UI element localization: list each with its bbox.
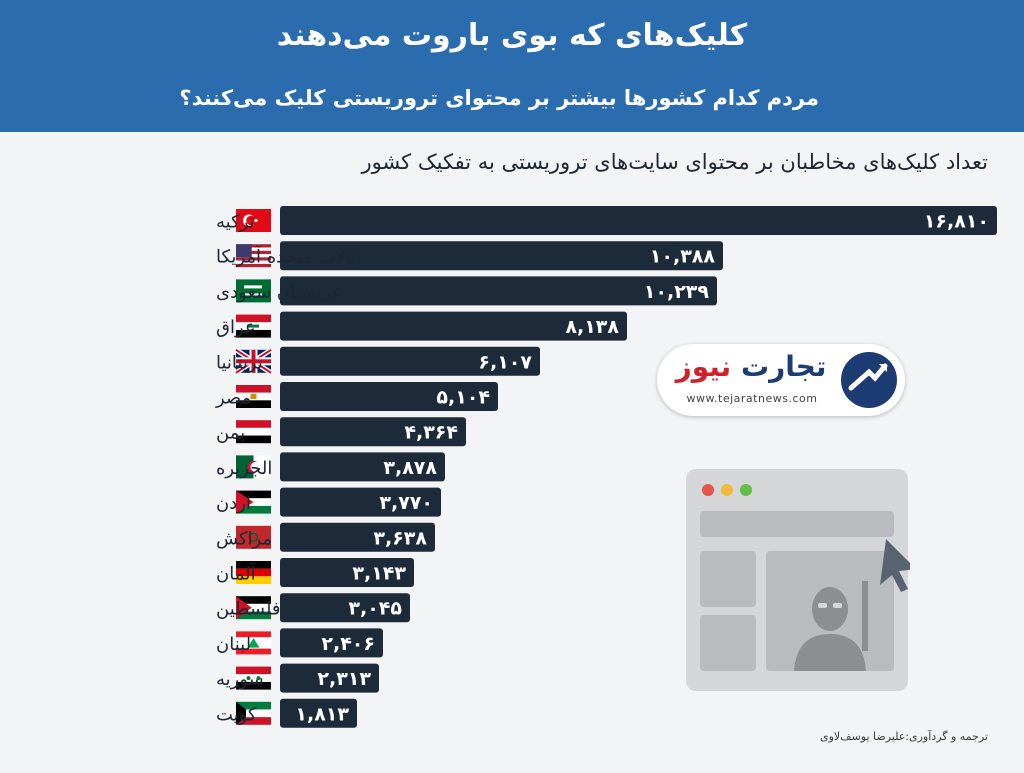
bar-value-label: ۳,۶۳۸ bbox=[373, 527, 427, 549]
chart-row: ۱,۸۱۳ کویت bbox=[216, 698, 357, 728]
usa-flag-icon bbox=[236, 244, 271, 268]
country-label: کویت bbox=[216, 704, 257, 725]
chart-row: ۱۰,۲۳۹ عربستان سعودی bbox=[216, 276, 717, 306]
bar bbox=[280, 206, 997, 235]
bar-value-label: ۱۶,۸۱۰ bbox=[924, 211, 989, 233]
jordan-flag-icon bbox=[236, 490, 271, 514]
country-label: بریتانیا bbox=[216, 352, 263, 373]
bar-value-label: ۶,۱۰۷ bbox=[478, 351, 532, 373]
yemen-flag-icon bbox=[236, 420, 271, 444]
bar-value-label: ۳,۰۴۵ bbox=[348, 598, 402, 620]
logo-url: www.tejaratnews.com bbox=[686, 392, 818, 405]
kuwait-flag-icon bbox=[236, 701, 271, 725]
bar-value-label: ۳,۱۴۳ bbox=[352, 563, 406, 585]
germany-flag-icon bbox=[236, 561, 271, 584]
country-label: آلمان bbox=[216, 562, 257, 585]
country-label: ایالات متحده آمریکا bbox=[216, 245, 361, 268]
logo-arrow-icon bbox=[841, 352, 897, 408]
bar bbox=[280, 241, 723, 271]
bar-value-label: ۱۰,۲۳۹ bbox=[644, 281, 710, 303]
logo-name-part2: نیوز bbox=[675, 350, 732, 383]
bar bbox=[280, 382, 498, 411]
turkey-flag-icon bbox=[236, 209, 271, 232]
bar bbox=[280, 452, 445, 482]
chart-row: ۶,۱۰۷ بریتانیا bbox=[216, 346, 540, 376]
country-label: لبنان bbox=[216, 634, 251, 655]
logo-name-part1: تجارت bbox=[740, 350, 827, 383]
bar bbox=[280, 487, 441, 517]
chart-row: ۲,۳۱۳ سوریه bbox=[216, 663, 379, 693]
chart-row: ۳,۶۳۸ مراکش bbox=[216, 522, 435, 552]
bar bbox=[280, 628, 383, 658]
chart-row: ۵,۱۰۴ مصر bbox=[215, 382, 498, 411]
country-label: ترکیه bbox=[216, 212, 255, 233]
country-label: عراق bbox=[216, 317, 256, 338]
lebanon-flag-icon bbox=[236, 631, 271, 655]
country-label: اردن bbox=[216, 493, 251, 514]
bar-value-label: ۱۰,۳۸۸ bbox=[650, 246, 716, 268]
credit-note: ترجمه و گردآوری:علیرضا یوسف‌لاوی bbox=[819, 730, 988, 743]
chart-row: ۸,۱۳۸ عراق bbox=[216, 311, 627, 341]
morocco-flag-icon bbox=[236, 525, 271, 549]
egypt-flag-icon bbox=[236, 385, 271, 408]
browser-window-icon bbox=[686, 469, 910, 691]
chart-title: تعداد کلیک‌های مخاطبان بر محتوای سایت‌ها… bbox=[361, 150, 988, 174]
bar bbox=[280, 311, 627, 341]
bar-value-label: ۱,۸۱۳ bbox=[295, 703, 349, 725]
country-label: الجزیره bbox=[216, 458, 272, 479]
saudi-arabia-flag-icon bbox=[236, 279, 271, 303]
page-subtitle: مردم کدام کشورها بیشتر بر محتوای تروریست… bbox=[179, 86, 819, 110]
chart-row: ۲,۴۰۶ لبنان bbox=[216, 628, 383, 658]
bar bbox=[280, 276, 717, 306]
page-title: کلیک‌های که بوی باروت می‌دهند bbox=[276, 18, 748, 53]
bar bbox=[280, 698, 357, 728]
bar-value-label: ۵,۱۰۴ bbox=[436, 387, 490, 409]
bar bbox=[280, 593, 410, 623]
bar-value-label: ۳,۸۷۸ bbox=[383, 457, 437, 479]
header-banner: کلیک‌های که بوی باروت می‌دهند مردم کدام … bbox=[0, 0, 1024, 132]
chart-row: ۳,۸۷۸ الجزیره bbox=[216, 452, 445, 482]
bar bbox=[280, 663, 379, 693]
uk-flag-icon bbox=[234, 347, 273, 375]
country-label: مصر bbox=[215, 388, 251, 409]
bar-value-label: ۲,۴۰۶ bbox=[321, 633, 375, 655]
tejaratnews-logo: تجارت نیوز www.tejaratnews.com bbox=[657, 344, 905, 416]
bar bbox=[280, 522, 435, 552]
algeria-flag-icon bbox=[236, 455, 271, 479]
palestine-flag-icon bbox=[236, 596, 271, 620]
chart-row: ۳,۷۷۰ اردن bbox=[216, 487, 441, 517]
country-label: مراکش bbox=[216, 528, 272, 549]
chart-row: ۳,۱۴۳ آلمان bbox=[216, 558, 414, 587]
chart-row: ۴,۳۶۴ یمن bbox=[216, 417, 466, 447]
chart-row: ۱۰,۳۸۸ ایالات متحده آمریکا bbox=[216, 241, 723, 271]
country-label: فلسطین bbox=[216, 599, 281, 620]
bar-value-label: ۴,۳۶۴ bbox=[404, 422, 458, 444]
bar bbox=[280, 346, 540, 376]
country-label: عربستان سعودی bbox=[216, 282, 343, 303]
syria-flag-icon bbox=[236, 666, 271, 690]
bar-value-label: ۳,۷۷۰ bbox=[379, 492, 433, 514]
iraq-flag-icon bbox=[236, 314, 271, 338]
bar bbox=[280, 558, 414, 587]
chart-row: ۳,۰۴۵ فلسطین bbox=[216, 593, 410, 623]
country-label: سوریه bbox=[216, 669, 264, 690]
country-label: یمن bbox=[216, 423, 245, 444]
bar-value-label: ۸,۱۳۸ bbox=[565, 316, 619, 338]
chart-row: ۱۶,۸۱۰ ترکیه bbox=[216, 206, 997, 235]
bar-value-label: ۲,۳۱۳ bbox=[317, 668, 371, 690]
bar bbox=[280, 417, 466, 447]
